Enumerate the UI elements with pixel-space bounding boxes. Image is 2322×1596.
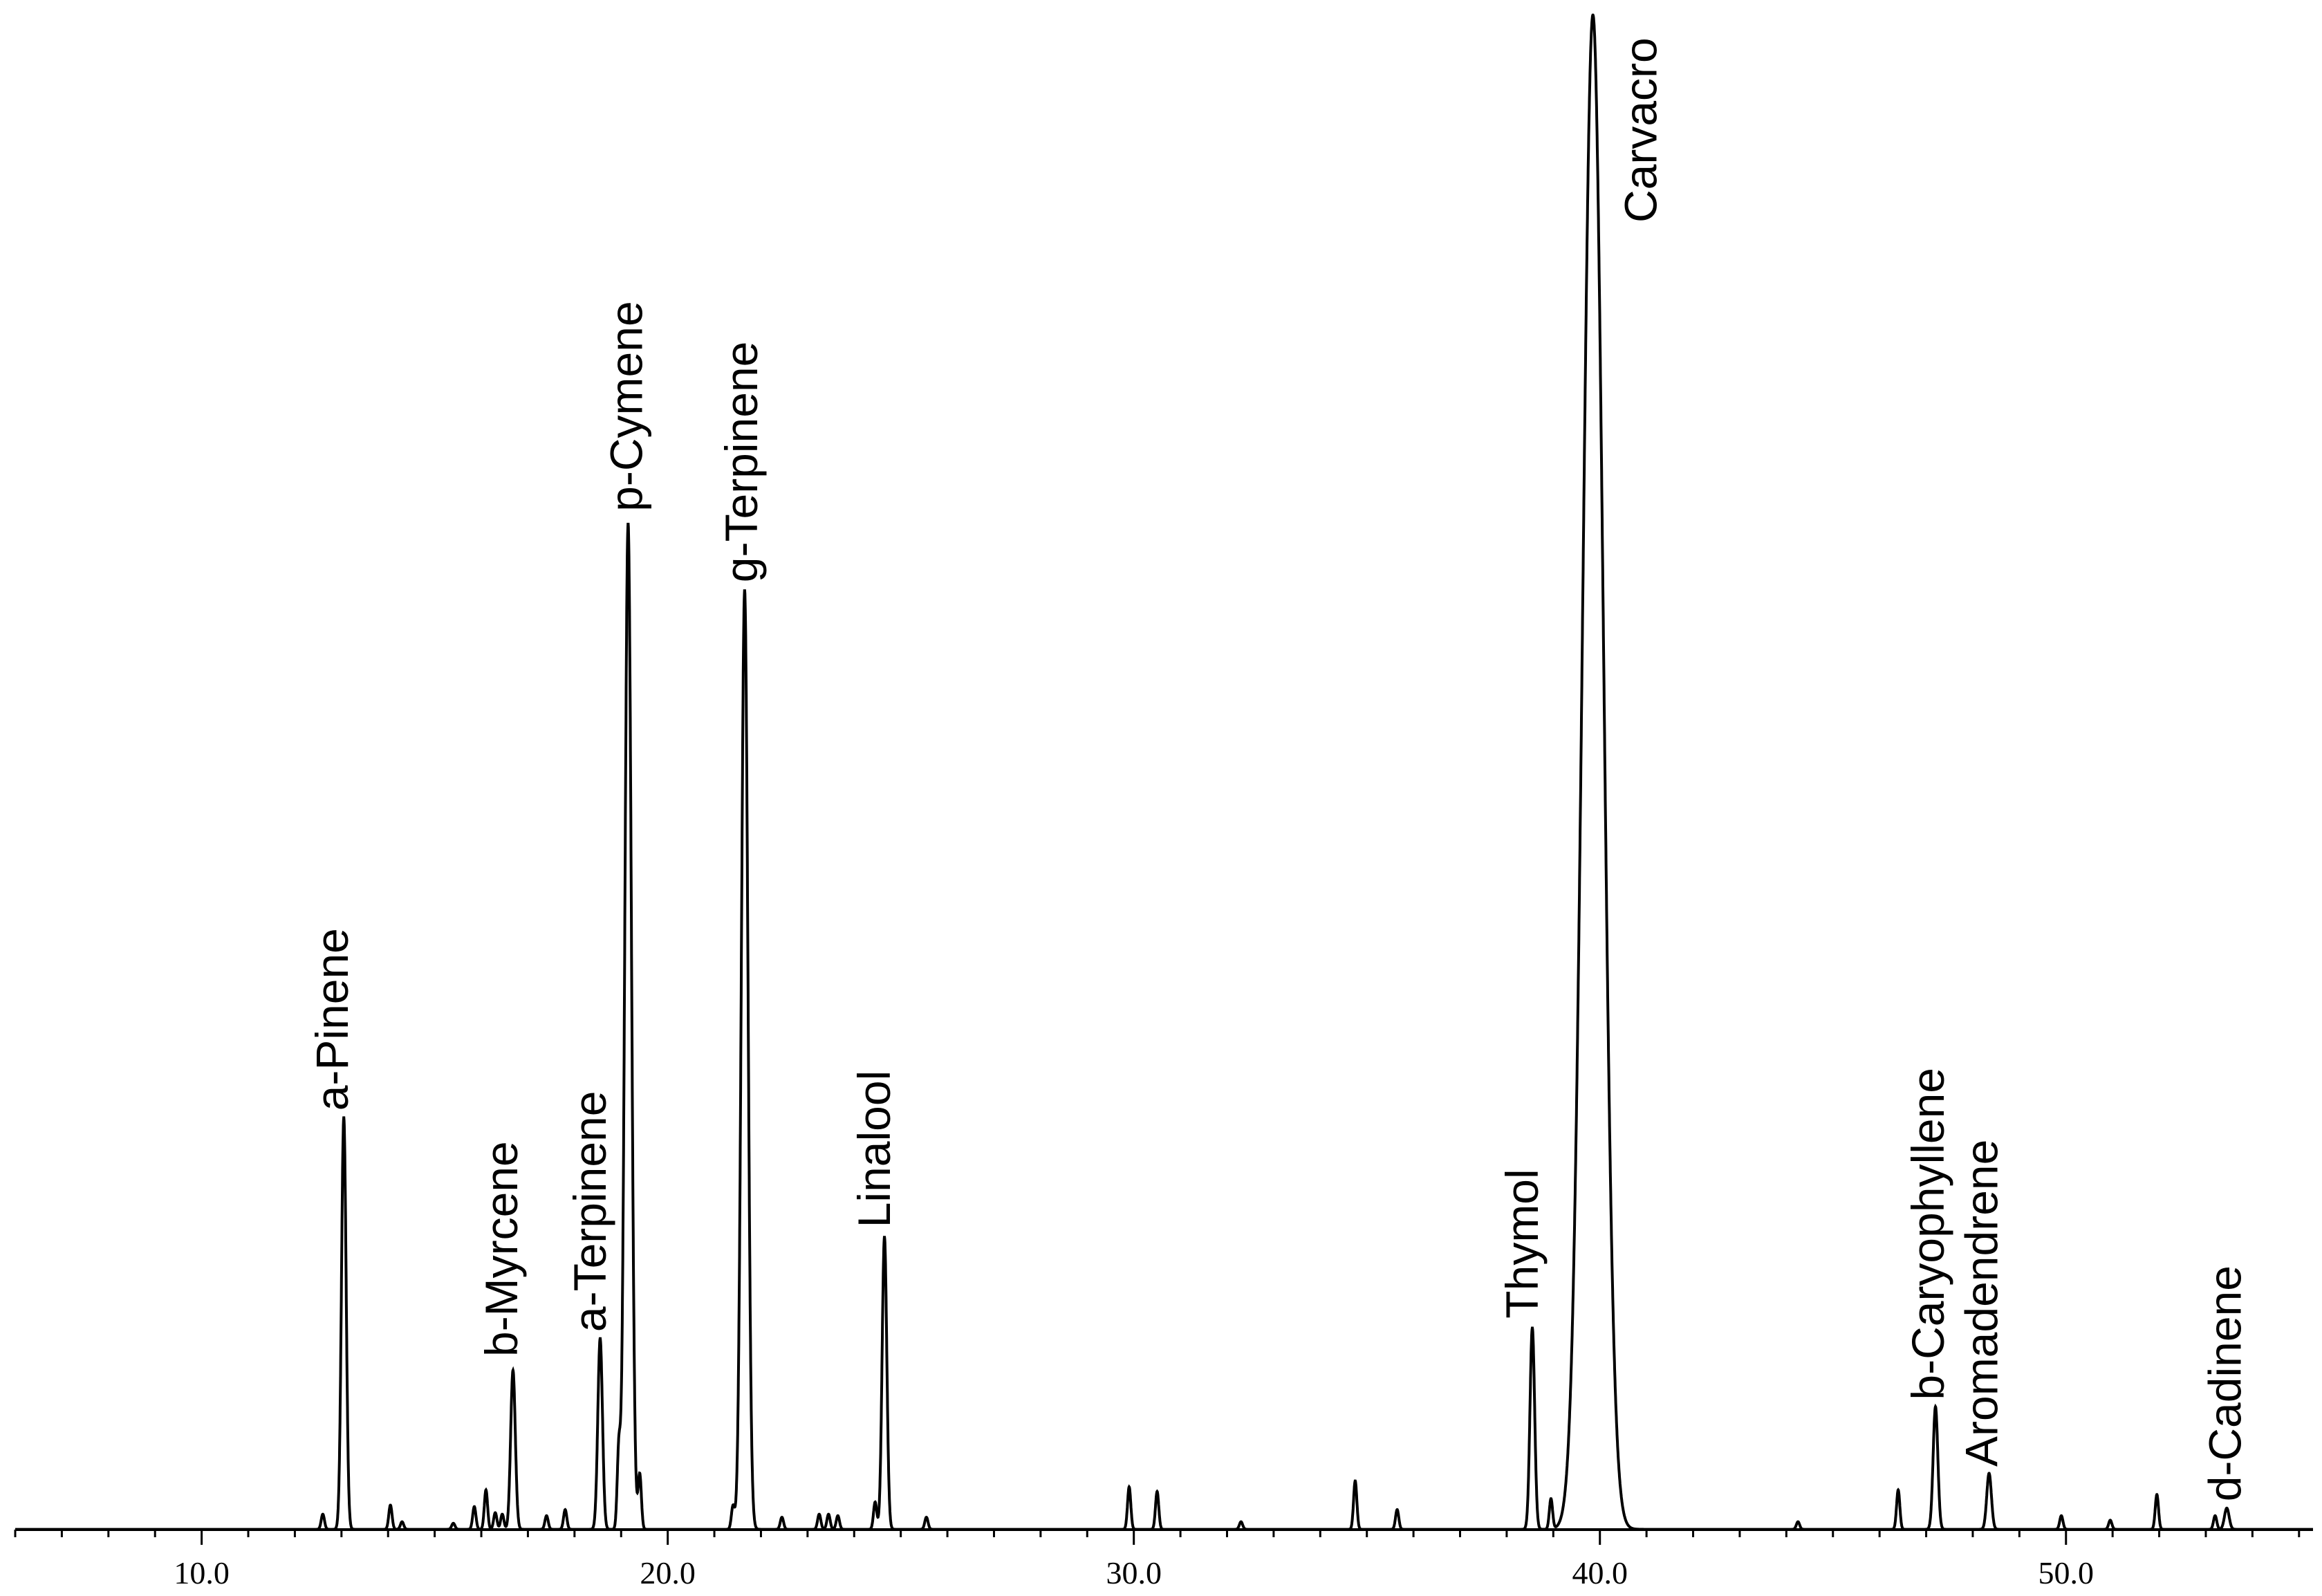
chromatogram-trace — [15, 13, 2313, 1531]
peak-label: Thymol — [1496, 1169, 1548, 1318]
peak-label: Linalool — [848, 1070, 900, 1228]
peak-label: a-Terpinene — [564, 1091, 615, 1333]
x-tick-label: 20.0 — [640, 1555, 696, 1590]
x-axis: 10.0 20.0 30.0 40.0 50.0 — [14, 1528, 2313, 1590]
chromatogram-trace-group — [15, 13, 2313, 1531]
peak-labels: a-Pinene b-Myrcene a-Terpinene p-Cymene g-Te… — [306, 37, 2250, 1501]
peak-label: g-Terpinene — [716, 342, 767, 583]
peak-label: d-Cadinene — [2199, 1265, 2250, 1501]
peak-label: b-Myrcene — [476, 1141, 527, 1357]
x-tick-label: 50.0 — [2038, 1555, 2095, 1590]
x-tick-label: 40.0 — [1572, 1555, 1628, 1590]
x-tick-label: 10.0 — [174, 1555, 230, 1590]
peak-label: Aromadendrene — [1956, 1140, 2007, 1467]
peak-label: a-Pinene — [306, 928, 357, 1111]
peak-label: p-Cymene — [600, 301, 651, 511]
peak-label: b-Caryophyllene — [1902, 1068, 1953, 1400]
peak-label: Carvacro — [1615, 37, 1666, 223]
x-tick-label: 30.0 — [1106, 1555, 1162, 1590]
